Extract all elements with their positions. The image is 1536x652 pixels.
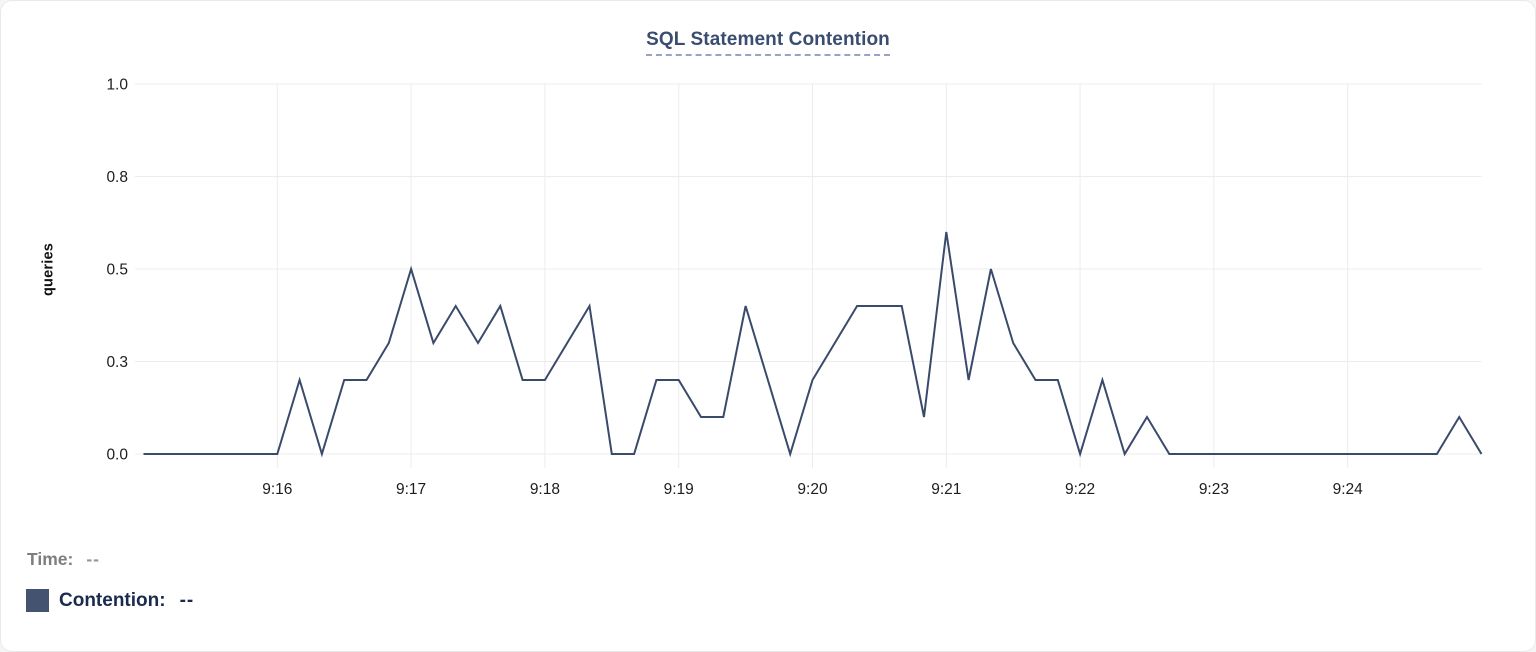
time-value: -- — [86, 549, 101, 569]
contention-swatch — [26, 589, 49, 612]
x-tick-label: 9:18 — [530, 481, 560, 498]
contention-line-chart[interactable]: 0.0 0.3 0.5 0.8 1.0 9:16 9:17 9:18 9:19 9:20 9:21 9… — [1, 1, 1536, 531]
x-tick-label: 9:21 — [931, 481, 961, 498]
readout-time-row: Time: -- — [27, 549, 100, 570]
x-tick-label: 9:23 — [1199, 481, 1229, 498]
contention-value: -- — [179, 589, 195, 611]
chart-title[interactable]: SQL Statement Contention — [646, 29, 890, 56]
y-tick-label: 0.5 — [106, 262, 128, 279]
y-tick-label: 0.3 — [106, 354, 128, 371]
x-tick-label: 9:19 — [664, 481, 694, 498]
x-tick-label: 9:16 — [262, 481, 292, 498]
contention-label: Contention: — [59, 589, 166, 611]
y-tick-label: 0.8 — [106, 169, 128, 186]
x-tick-label: 9:24 — [1333, 481, 1364, 498]
series-line-contention — [143, 231, 1483, 458]
x-tick-label: 9:20 — [797, 481, 828, 498]
time-label: Time: — [27, 549, 74, 569]
y-axis-title: queries — [40, 243, 57, 296]
chart-header: SQL Statement Contention — [1, 29, 1535, 56]
readout-contention-row: Contention: -- — [26, 589, 194, 612]
x-tick-label: 9:17 — [396, 481, 426, 498]
y-tick-label: 0.0 — [106, 447, 128, 464]
x-tick-label: 9:22 — [1065, 481, 1095, 498]
y-tick-label: 1.0 — [106, 77, 128, 94]
